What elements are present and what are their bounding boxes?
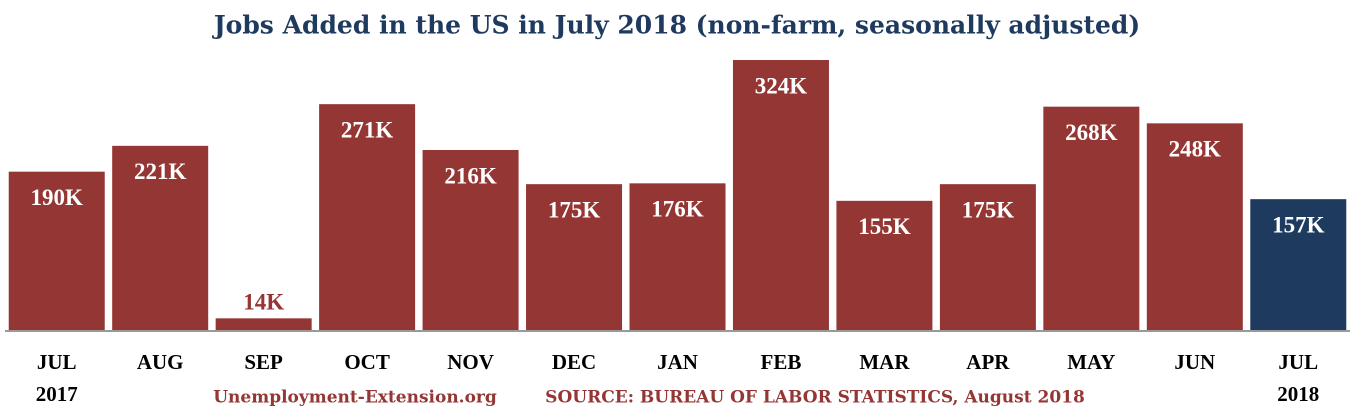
data-label: 324K	[755, 73, 808, 98]
bar	[836, 200, 933, 330]
footer-left: Unemployment-Extension.org	[213, 388, 497, 408]
x-tick-label: NOV	[447, 350, 494, 374]
bar	[629, 183, 726, 330]
bar	[8, 171, 105, 330]
x-tick-label: MAR	[859, 350, 910, 374]
bar	[319, 104, 416, 331]
bar	[526, 184, 623, 330]
data-label: 271K	[341, 117, 394, 142]
bar	[1146, 123, 1243, 330]
x-tick-label: SEP	[244, 350, 283, 374]
bar	[1250, 199, 1347, 330]
bar	[1043, 106, 1140, 331]
x-tick-label: JUN	[1174, 350, 1216, 374]
bar	[732, 60, 829, 330]
data-label: 175K	[548, 197, 601, 222]
data-label: 155K	[858, 214, 911, 239]
x-tick-label: FEB	[760, 350, 802, 374]
bar	[939, 184, 1036, 330]
x-tick-label: JAN	[657, 350, 698, 374]
data-label: 14K	[243, 290, 284, 315]
data-label: 248K	[1169, 137, 1222, 162]
x-tick-label: MAY	[1067, 350, 1116, 374]
x-tick-label: DEC	[551, 350, 597, 374]
x-tick-label: OCT	[344, 350, 390, 374]
chart-title: Jobs Added in the US in July 2018 (non-f…	[212, 11, 1140, 40]
data-label: 216K	[444, 163, 497, 188]
bar	[215, 318, 312, 330]
data-label: 221K	[134, 159, 187, 184]
x-tick-label: APR	[966, 350, 1010, 374]
data-label: 190K	[31, 185, 84, 210]
footer-right: SOURCE: BUREAU OF LABOR STATISTICS, Augu…	[545, 388, 1085, 408]
x-tick-label: JUL 2018	[1277, 350, 1320, 406]
data-label: 268K	[1065, 120, 1118, 145]
bar	[422, 150, 519, 330]
data-label: 176K	[651, 197, 704, 222]
data-label: 157K	[1272, 212, 1325, 237]
data-label: 175K	[962, 197, 1015, 222]
bar	[112, 145, 209, 330]
x-tick-label: AUG	[136, 350, 184, 374]
x-tick-label: JUL 2017	[35, 350, 78, 406]
